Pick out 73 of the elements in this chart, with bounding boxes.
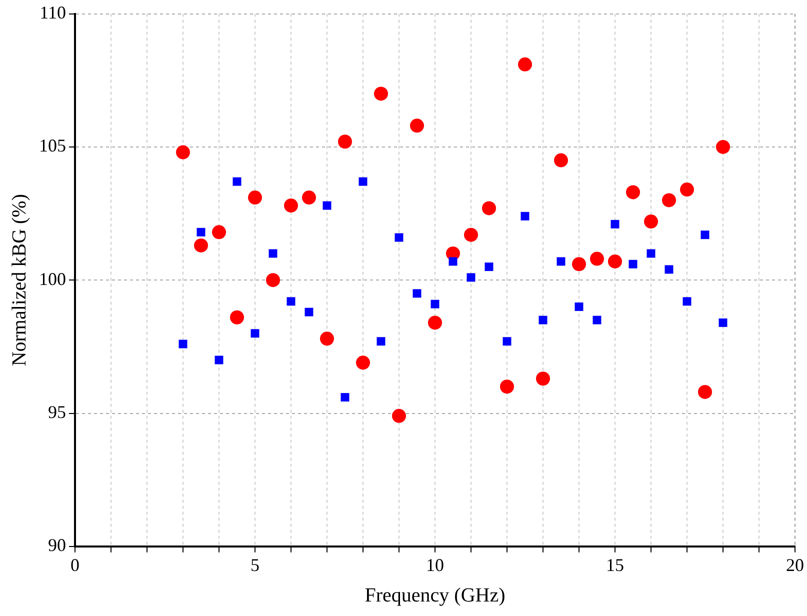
point bbox=[682, 297, 692, 306]
point bbox=[484, 262, 494, 272]
point bbox=[304, 308, 314, 316]
point bbox=[700, 230, 710, 240]
point bbox=[212, 225, 226, 240]
point bbox=[248, 190, 262, 205]
point bbox=[628, 260, 638, 268]
point bbox=[284, 198, 298, 213]
point bbox=[374, 86, 388, 101]
point bbox=[538, 316, 548, 324]
point bbox=[178, 340, 188, 348]
point bbox=[376, 337, 386, 346]
x-tick-label: 15 bbox=[606, 554, 624, 575]
x-tick-label: 20 bbox=[786, 554, 804, 575]
y-tick-label: 105 bbox=[39, 136, 66, 156]
point bbox=[230, 310, 244, 324]
point bbox=[662, 193, 676, 208]
point bbox=[574, 302, 584, 311]
x-tick-label: 10 bbox=[426, 554, 444, 575]
point bbox=[338, 134, 352, 149]
point bbox=[520, 212, 530, 220]
point bbox=[302, 190, 316, 205]
point bbox=[356, 356, 370, 370]
x-tick-label: 5 bbox=[250, 554, 260, 575]
point bbox=[392, 408, 406, 423]
point bbox=[466, 273, 476, 282]
point bbox=[500, 380, 514, 394]
point bbox=[556, 257, 566, 266]
point bbox=[232, 177, 242, 186]
y-tick-label: 95 bbox=[48, 402, 66, 422]
point bbox=[716, 140, 730, 154]
point bbox=[502, 337, 512, 346]
point bbox=[410, 118, 424, 133]
point bbox=[394, 233, 404, 242]
point bbox=[430, 300, 440, 308]
point bbox=[322, 201, 332, 210]
point bbox=[698, 384, 712, 399]
point bbox=[572, 257, 586, 272]
x-axis-title: Frequency (GHz) bbox=[364, 584, 506, 606]
point bbox=[412, 289, 422, 298]
y-tick-label: 90 bbox=[48, 535, 66, 556]
point bbox=[358, 177, 368, 186]
point bbox=[428, 316, 442, 330]
point bbox=[610, 220, 620, 228]
point bbox=[250, 329, 260, 338]
point bbox=[554, 153, 568, 168]
point bbox=[644, 214, 658, 229]
point bbox=[592, 316, 602, 324]
point bbox=[718, 318, 728, 327]
point bbox=[646, 249, 656, 258]
point bbox=[464, 228, 478, 242]
point bbox=[590, 252, 604, 266]
y-tick-label: 110 bbox=[40, 2, 66, 23]
point bbox=[340, 393, 350, 402]
point bbox=[664, 265, 674, 274]
point bbox=[214, 356, 224, 364]
y-tick-label: 100 bbox=[39, 268, 66, 289]
point bbox=[268, 249, 278, 258]
point bbox=[196, 228, 206, 236]
point bbox=[518, 57, 532, 72]
point bbox=[626, 185, 640, 200]
point bbox=[266, 273, 280, 288]
y-axis-title: Normalized kBG (%) bbox=[8, 194, 30, 366]
point bbox=[482, 201, 496, 216]
point bbox=[536, 372, 550, 386]
point bbox=[176, 145, 190, 160]
point bbox=[194, 238, 208, 252]
point bbox=[286, 297, 296, 306]
point bbox=[448, 257, 458, 266]
point bbox=[680, 182, 694, 197]
x-tick-label: 0 bbox=[70, 554, 80, 575]
point bbox=[608, 254, 622, 268]
point bbox=[320, 332, 334, 346]
